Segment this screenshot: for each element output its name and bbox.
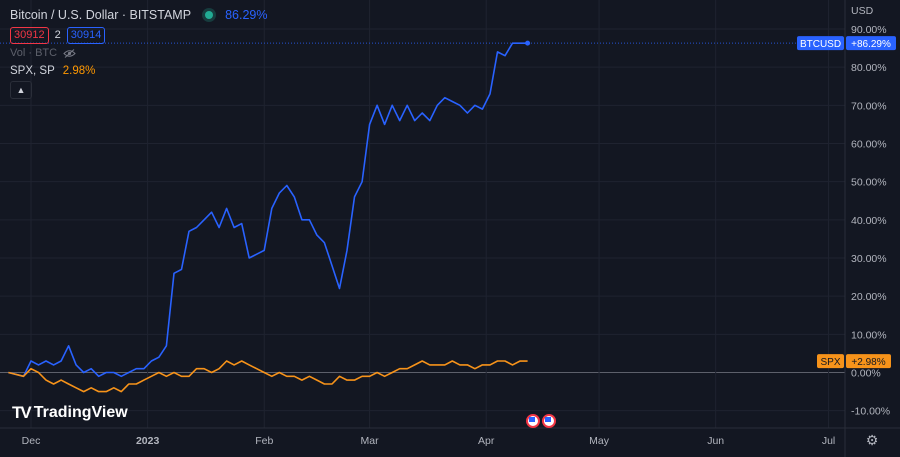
x-tick-label: Mar — [361, 435, 380, 447]
bid-price[interactable]: 30912 — [10, 26, 49, 44]
spread-value: 2 — [54, 29, 61, 41]
y-tick-label: 0.00% — [851, 368, 881, 380]
y-tick-label: 70.00% — [851, 100, 887, 112]
x-tick-label: Apr — [478, 435, 495, 447]
y-tick-label: 50.00% — [851, 177, 887, 189]
tradingview-logo[interactable]: TV TradingView — [12, 403, 128, 423]
compare-change-pct: 2.98% — [62, 65, 96, 77]
y-tick-label: 30.00% — [851, 253, 887, 265]
collapse-row: ▲ — [10, 80, 267, 99]
volume-row: Vol · BTC — [10, 44, 267, 62]
compare-row[interactable]: SPX, SP 2.98% — [10, 62, 267, 80]
symbol-row[interactable]: Bitcoin / U.S. Dollar · BITSTAMP 86.29% — [10, 6, 267, 24]
us-flag-event-icon[interactable] — [526, 414, 540, 428]
collapse-legend-button[interactable]: ▲ — [10, 81, 32, 99]
volume-label[interactable]: Vol · BTC — [10, 47, 58, 59]
btc-last-point — [525, 40, 531, 46]
y-tick-label: 40.00% — [851, 215, 887, 227]
bid-ask-row: 30912 2 30914 — [10, 26, 267, 44]
spx-value-badge-label: +2.98% — [851, 357, 885, 368]
y-tick-label: 20.00% — [851, 291, 887, 303]
btc-symbol-badge[interactable] — [797, 36, 844, 51]
x-tick-label: 2023 — [136, 435, 160, 447]
btc-symbol-badge-label: BTCUSD — [800, 39, 841, 50]
market-open-icon — [205, 11, 214, 19]
settings-gear-icon[interactable]: ⚙ — [865, 432, 879, 448]
us-flag-event-icon[interactable] — [542, 414, 556, 428]
tradingview-logo-icon: TV — [12, 403, 32, 422]
plot-area — [0, 40, 845, 393]
x-tick-label: Jul — [822, 435, 835, 447]
compare-symbol[interactable]: SPX, SP — [10, 65, 55, 77]
spx-symbol-badge[interactable] — [817, 354, 844, 369]
y-tick-label: 80.00% — [851, 62, 887, 74]
y-tick-label: 10.00% — [851, 329, 887, 341]
x-tick-label: Dec — [22, 435, 41, 447]
y-tick-label: 90.00% — [851, 24, 887, 36]
price-badges: BTCUSD +86.29% SPX +2.98% — [797, 36, 896, 369]
y-tick-label: -10.00% — [851, 406, 890, 418]
y-tick-label: 60.00% — [851, 138, 887, 150]
btc-value-badge[interactable] — [846, 36, 896, 51]
x-tick-label: Jun — [707, 435, 724, 447]
ask-price[interactable]: 30914 — [66, 26, 106, 44]
y-axis: 90.00% 80.00% 70.00% 60.00% 50.00% 40.00% 30.0… — [851, 24, 890, 418]
x-axis: Dec 2023 Feb Mar Apr May Jun Jul — [22, 435, 836, 447]
spx-value-badge[interactable] — [846, 354, 891, 369]
series-line-spx[interactable] — [8, 360, 528, 393]
eye-crossed-icon[interactable] — [63, 48, 76, 58]
main-change-pct: 86.29% — [225, 8, 268, 22]
symbol-title[interactable]: Bitcoin / U.S. Dollar · BITSTAMP — [10, 8, 192, 22]
x-tick-label: May — [589, 435, 610, 447]
currency-label[interactable]: USD — [851, 5, 874, 17]
spx-symbol-badge-label: SPX — [820, 357, 840, 368]
x-tick-label: Feb — [255, 435, 273, 447]
tradingview-logo-text: TradingView — [33, 404, 128, 421]
series-line-btcusd[interactable] — [8, 42, 528, 378]
btc-value-badge-label: +86.29% — [851, 39, 891, 50]
chart-legend: Bitcoin / U.S. Dollar · BITSTAMP 86.29% … — [10, 6, 267, 99]
